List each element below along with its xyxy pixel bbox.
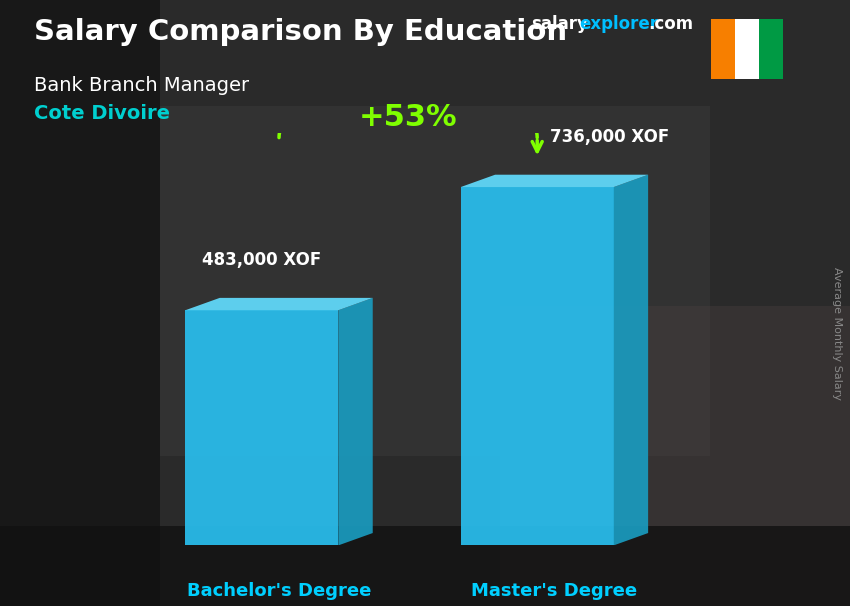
Polygon shape <box>461 175 648 187</box>
Bar <box>461 187 614 545</box>
Polygon shape <box>338 298 372 545</box>
Bar <box>0 526 850 606</box>
Text: Average Monthly Salary: Average Monthly Salary <box>832 267 842 400</box>
Text: Salary Comparison By Education: Salary Comparison By Education <box>34 18 567 46</box>
Text: +53%: +53% <box>359 103 457 132</box>
Bar <box>0 0 160 606</box>
Polygon shape <box>185 298 372 310</box>
Text: explorer: explorer <box>579 15 658 33</box>
Polygon shape <box>614 175 648 545</box>
Bar <box>734 19 759 79</box>
Bar <box>160 106 710 456</box>
Text: 483,000 XOF: 483,000 XOF <box>202 251 321 269</box>
Bar <box>500 306 850 606</box>
Text: Cote Divoire: Cote Divoire <box>34 104 170 123</box>
Bar <box>185 310 338 545</box>
Text: Bachelor's Degree: Bachelor's Degree <box>187 582 371 601</box>
Bar <box>759 19 783 79</box>
Text: 736,000 XOF: 736,000 XOF <box>550 128 670 146</box>
Bar <box>711 19 734 79</box>
Text: Bank Branch Manager: Bank Branch Manager <box>34 76 249 95</box>
Text: Master's Degree: Master's Degree <box>472 582 638 601</box>
Text: salary: salary <box>531 15 588 33</box>
Text: .com: .com <box>649 15 694 33</box>
